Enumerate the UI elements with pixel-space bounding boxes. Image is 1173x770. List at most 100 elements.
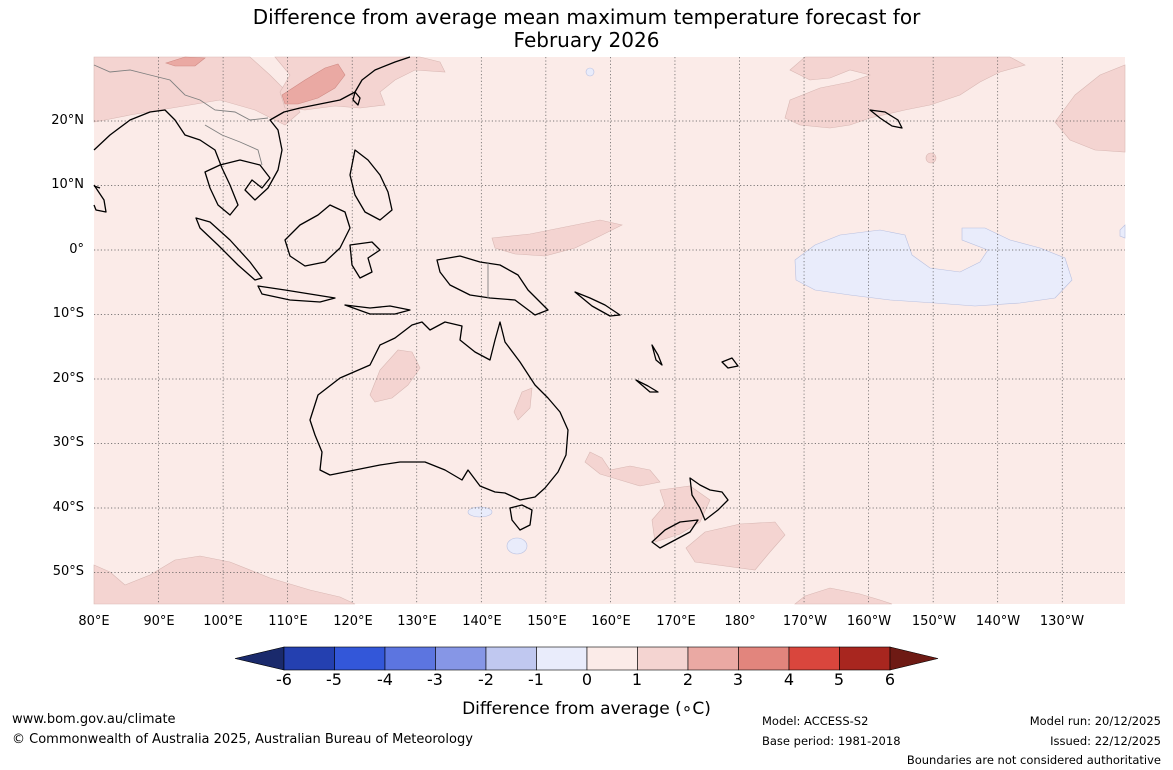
colorbar-segment [687,646,739,671]
colorbar-tick-6: 6 [884,670,896,689]
colorbar-segment [384,646,436,671]
anomaly-region-china-strong [281,63,346,105]
colorbar-extend-high [889,646,939,671]
colorbar-tick-5: 5 [833,670,845,689]
coastline-java [257,285,336,303]
anomaly-region-cool-bight [467,506,493,518]
coastline-new-zealand-south [651,519,699,549]
footer-copyright: © Commonwealth of Australia 2025, Austra… [12,732,473,747]
colorbar-segment [334,646,386,671]
colorbar-tick-minus-4: -4 [377,670,393,689]
colorbar-tick-4: 4 [783,670,795,689]
colorbar-tick-3: 3 [732,670,744,689]
coastline-sri-lanka [93,185,101,189]
anomaly-region-cool-east-edge [1119,224,1126,239]
anomaly-region-cool-tasmania [506,537,528,555]
lon-label-150w: 150°W [911,614,957,629]
lat-label-0: 0° [69,242,84,257]
coastline-borneo [284,204,351,267]
colorbar-tick-2: 2 [682,670,694,689]
colorbar-tick-minus-5: -5 [326,670,342,689]
lon-label-110e: 110°E [268,614,308,629]
border-china-myanmar [93,64,269,121]
lon-label-130e: 130°E [397,614,437,629]
country-borders [93,64,489,298]
anomaly-region-east-of-nz [685,521,786,571]
map-title-line-2: February 2026 [513,28,660,52]
border-thailand-laos [204,124,263,166]
colorbar-segment [839,646,891,671]
lon-label-140e: 140°E [462,614,502,629]
colorbar-tick-minus-3: -3 [427,670,443,689]
anomaly-region-tasman [584,451,661,487]
lon-label-180: 180° [724,614,756,629]
lat-label-20n: 20°N [51,113,84,128]
graticule [94,57,1125,604]
colorbar-label: Difference from average (∘C) [462,699,711,719]
colorbar-tick-1: 1 [631,670,643,689]
lon-label-90e: 90°E [143,614,175,629]
lon-label-120e: 120°E [333,614,373,629]
coastline-new-caledonia [635,379,659,393]
colorbar-segment [435,646,487,671]
coastline-sulawesi [349,241,381,279]
lat-label-40s: 40°S [52,500,84,515]
colorbar-tick-minus-1: -1 [528,670,544,689]
footer-base-period: Base period: 1981-2018 [762,734,901,748]
lon-label-80e: 80°E [78,614,110,629]
footer-model: Model: ACCESS-S2 [762,714,869,728]
colorbar-segment [283,646,335,671]
colorbar-tick-minus-6: -6 [276,670,292,689]
lat-label-30s: 30°S [52,435,84,450]
lat-label-50s: 50°S [52,564,84,579]
anomaly-region-east-pacific [1054,64,1126,153]
anomaly-region-west-australia [369,349,421,403]
lon-label-160w: 160°W [846,614,892,629]
coastline-fiji [721,357,739,369]
lon-label-100e: 100°E [203,614,243,629]
colorbar-segment [788,646,840,671]
coastlines [93,56,903,549]
lon-label-160e: 160°E [591,614,631,629]
colorbar-tick-minus-2: -2 [478,670,494,689]
coastline-lesser-sunda [344,304,411,315]
anomaly-region-hawaii-islet [925,152,937,164]
coastline-new-guinea [436,255,549,316]
coastline-solomon-islands [574,291,621,317]
footer-website: www.bom.gov.au/climate [12,712,176,727]
coastline-philippines [349,149,393,221]
coastline-tasmania [509,504,533,531]
map-title-line-1: Difference from average mean maximum tem… [252,5,921,29]
lat-label-20s: 20°S [52,371,84,386]
lon-label-130w: 130°W [1039,614,1085,629]
colorbar-segment [485,646,537,671]
anomaly-region-southern-ocean-east [794,587,893,605]
footer-issued: Issued: 22/12/2025 [1050,734,1161,748]
coastline-vanuatu [651,344,663,366]
anomaly-region-southern-ocean-west [93,555,356,605]
colorbar [234,646,939,671]
coastline-taiwan [352,91,361,106]
colorbar-segment [586,646,638,671]
anomaly-region-north-pacific [784,56,1026,129]
anomaly-regions-warm [93,56,1126,605]
lon-label-140w: 140°W [975,614,1021,629]
footer-model-run: Model run: 20/12/2025 [1029,714,1161,728]
lon-label-170e: 170°E [656,614,696,629]
coastline-australia [309,321,569,501]
anomaly-region-china-strong-2 [165,56,206,67]
coastline-mainland-se-asia [93,56,411,216]
map-panel [94,57,1125,604]
anomaly-region-equatorial [491,219,623,257]
lon-label-150e: 150°E [527,614,567,629]
coastline-japan [869,109,903,129]
coastline-india-east [93,184,107,213]
anomaly-regions-cool [467,67,1126,555]
colorbar-segment [738,646,790,671]
colorbar-segment [536,646,588,671]
colorbar-extend-low [234,646,285,671]
lat-label-10n: 10°N [51,177,84,192]
colorbar-tick-0: 0 [581,670,593,689]
footer-disclaimer: Boundaries are not considered authoritat… [906,753,1161,767]
